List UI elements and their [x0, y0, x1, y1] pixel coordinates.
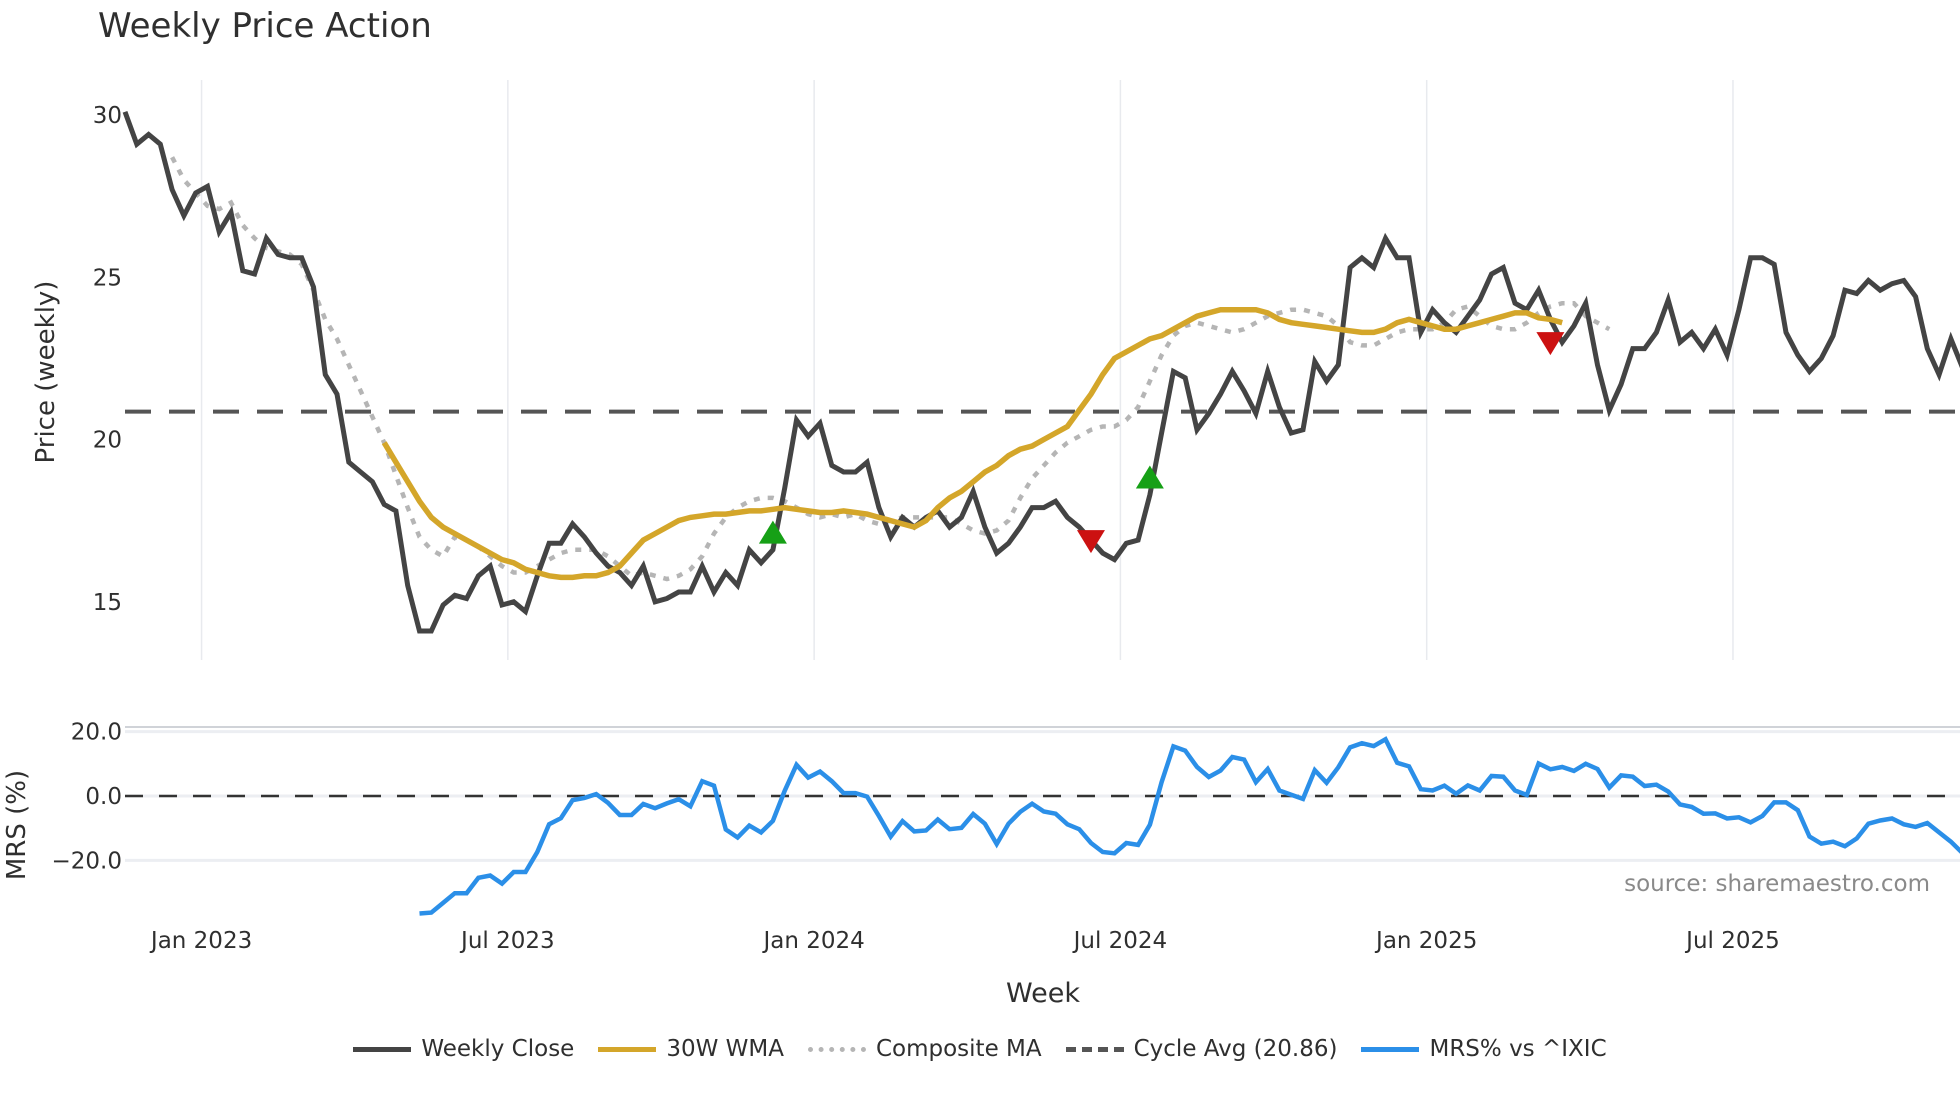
legend-item[interactable]: MRS% vs ^IXIC [1361, 1036, 1607, 1062]
legend-label: MRS% vs ^IXIC [1429, 1036, 1607, 1062]
weekly-close-line [122, 110, 1960, 634]
x-tick-label: Jan 2023 [149, 928, 252, 954]
legend-item[interactable]: Composite MA [807, 1036, 1042, 1062]
price-y-tick-label: 15 [93, 590, 122, 616]
legend-swatch-icon [1065, 1046, 1124, 1052]
legend-swatch-icon [807, 1046, 866, 1052]
price-y-tick-label: 25 [93, 265, 122, 291]
legend-item[interactable]: Weekly Close [353, 1036, 574, 1062]
legend-item[interactable]: 30W WMA [598, 1036, 784, 1062]
legend-swatch-icon [353, 1046, 412, 1052]
sell-signal-down-triangle-icon [1536, 332, 1565, 356]
legend-item[interactable]: Cycle Avg (20.86) [1065, 1036, 1338, 1062]
mrs-y-tick-label: −20.0 [52, 848, 122, 874]
buy-signal-up-triangle-icon [1135, 465, 1164, 489]
x-tick-label: Jul 2024 [1072, 928, 1168, 954]
x-tick-label: Jan 2025 [1374, 928, 1477, 954]
x-tick-label: Jul 2025 [1684, 928, 1780, 954]
price-y-axis-label: Price (weekly) [31, 281, 61, 464]
composite-ma-line [170, 156, 1611, 582]
price-y-tick-label: 30 [93, 103, 122, 129]
x-axis-label: Week [1006, 978, 1080, 1009]
sell-signal-down-triangle-icon [1076, 530, 1105, 554]
legend-label: 30W WMA [666, 1036, 784, 1062]
x-tick-label: Jan 2024 [761, 928, 864, 954]
mrs-plot [125, 736, 1960, 916]
legend-swatch-icon [1361, 1046, 1420, 1052]
gridlines [125, 80, 1960, 862]
legend-label: Composite MA [875, 1036, 1042, 1062]
source-annotation: source: sharemaestro.com [1624, 871, 1930, 897]
chart-title: Weekly Price Action [98, 6, 432, 46]
mrs-line [419, 736, 1960, 916]
legend-swatch-icon [598, 1046, 657, 1052]
price-y-tick-label: 20 [93, 428, 122, 454]
x-tick-label: Jul 2023 [459, 928, 555, 954]
axes: Jan 2023 Jul 2023 Jan 2024 Jul 2024 Jan 2025… [52, 103, 1780, 954]
buy-signal-up-triangle-icon [758, 520, 787, 544]
mrs-y-tick-label: 20.0 [71, 720, 122, 746]
price-plot [122, 110, 1960, 634]
legend: Weekly Close 30W WMA Composite MA Cycle Avg… [0, 1036, 1960, 1062]
wma-30w-line [381, 306, 1563, 581]
mrs-y-tick-label: 0.0 [85, 784, 122, 810]
legend-label: Cycle Avg (20.86) [1133, 1036, 1338, 1062]
mrs-y-axis-label: MRS (%) [2, 770, 32, 880]
legend-label: Weekly Close [421, 1036, 575, 1062]
